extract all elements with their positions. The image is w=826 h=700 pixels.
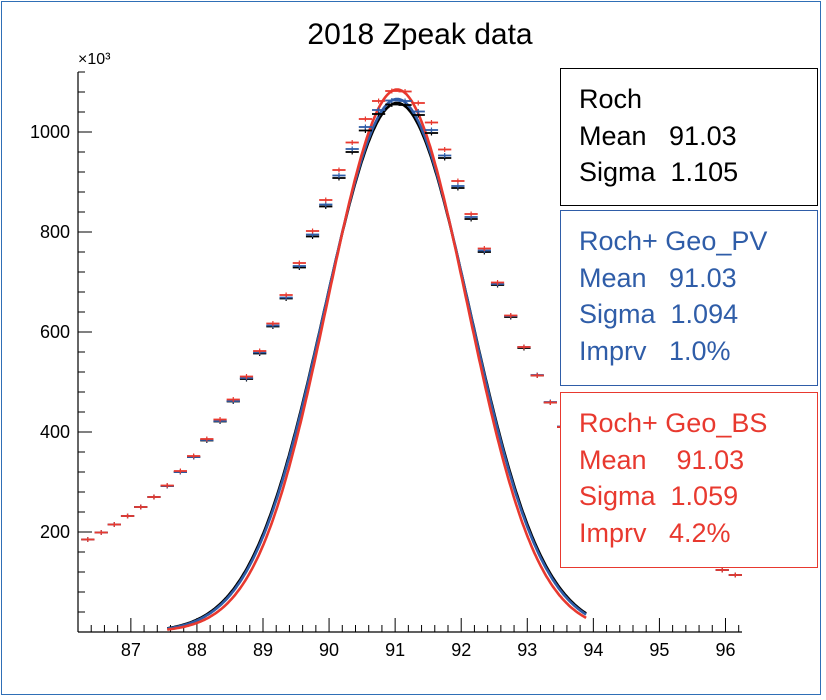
stats-geo-bs-name: Roch+ Geo_BS [579, 408, 768, 438]
stats-roch-sigma: Sigma 1.105 [579, 157, 739, 187]
stats-roch-mean: Mean 91.03 [579, 120, 737, 151]
stats-box-geo-bs: Roch+ Geo_BS Mean 91.03 Sigma 1.059 Impr… [560, 392, 818, 568]
chart-title: 2018 Zpeak data [307, 18, 532, 51]
y-axis-multiplier: ×10³ [78, 51, 111, 68]
stats-geo-pv-sigma: Sigma 1.094 [579, 299, 739, 329]
stats-geo-pv-name: Roch+ Geo_PV [579, 226, 768, 256]
stats-box-geo-pv: Roch+ Geo_PV Mean 91.03 Sigma 1.094 Impr… [560, 210, 818, 386]
y-tick-label: 400 [40, 422, 70, 442]
fit-curves [167, 88, 587, 631]
stats-roch-name: Roch [579, 84, 643, 114]
stats-geo-pv-imprv: Imprv 1.0% [579, 335, 731, 366]
y-tick-label: 200 [40, 522, 70, 542]
y-tick-label: 1000 [30, 122, 70, 142]
fit-curve-roch-geo-pv [167, 97, 587, 630]
stats-geo-bs-mean: Mean 91.03 [579, 444, 745, 475]
x-tick-label: 94 [583, 640, 603, 660]
x-tick-label: 92 [451, 640, 471, 660]
x-tick-label: 89 [253, 640, 273, 660]
x-tick-label: 95 [649, 640, 669, 660]
axes: 200 400 600 800 1000 87 88 89 90 91 92 93 94 95 96 [30, 71, 742, 660]
stats-geo-bs-imprv: Imprv 4.2% [579, 517, 731, 548]
y-tick-label: 800 [40, 222, 70, 242]
x-tick-label: 88 [187, 640, 207, 660]
stats-box-roch: Roch Mean 91.03 Sigma 1.105 [560, 68, 818, 206]
y-tick-label: 600 [40, 322, 70, 342]
fit-curve-roch [167, 101, 587, 630]
x-tick-label: 87 [121, 640, 141, 660]
x-tick-label: 93 [517, 640, 537, 660]
fit-curve-roch-geo-bs [167, 88, 587, 631]
stats-geo-pv-mean: Mean 91.03 [579, 262, 737, 293]
x-tick-label: 96 [715, 640, 735, 660]
x-tick-label: 90 [319, 640, 339, 660]
stats-geo-bs-sigma: Sigma 1.059 [579, 481, 739, 511]
x-tick-label: 91 [385, 640, 405, 660]
